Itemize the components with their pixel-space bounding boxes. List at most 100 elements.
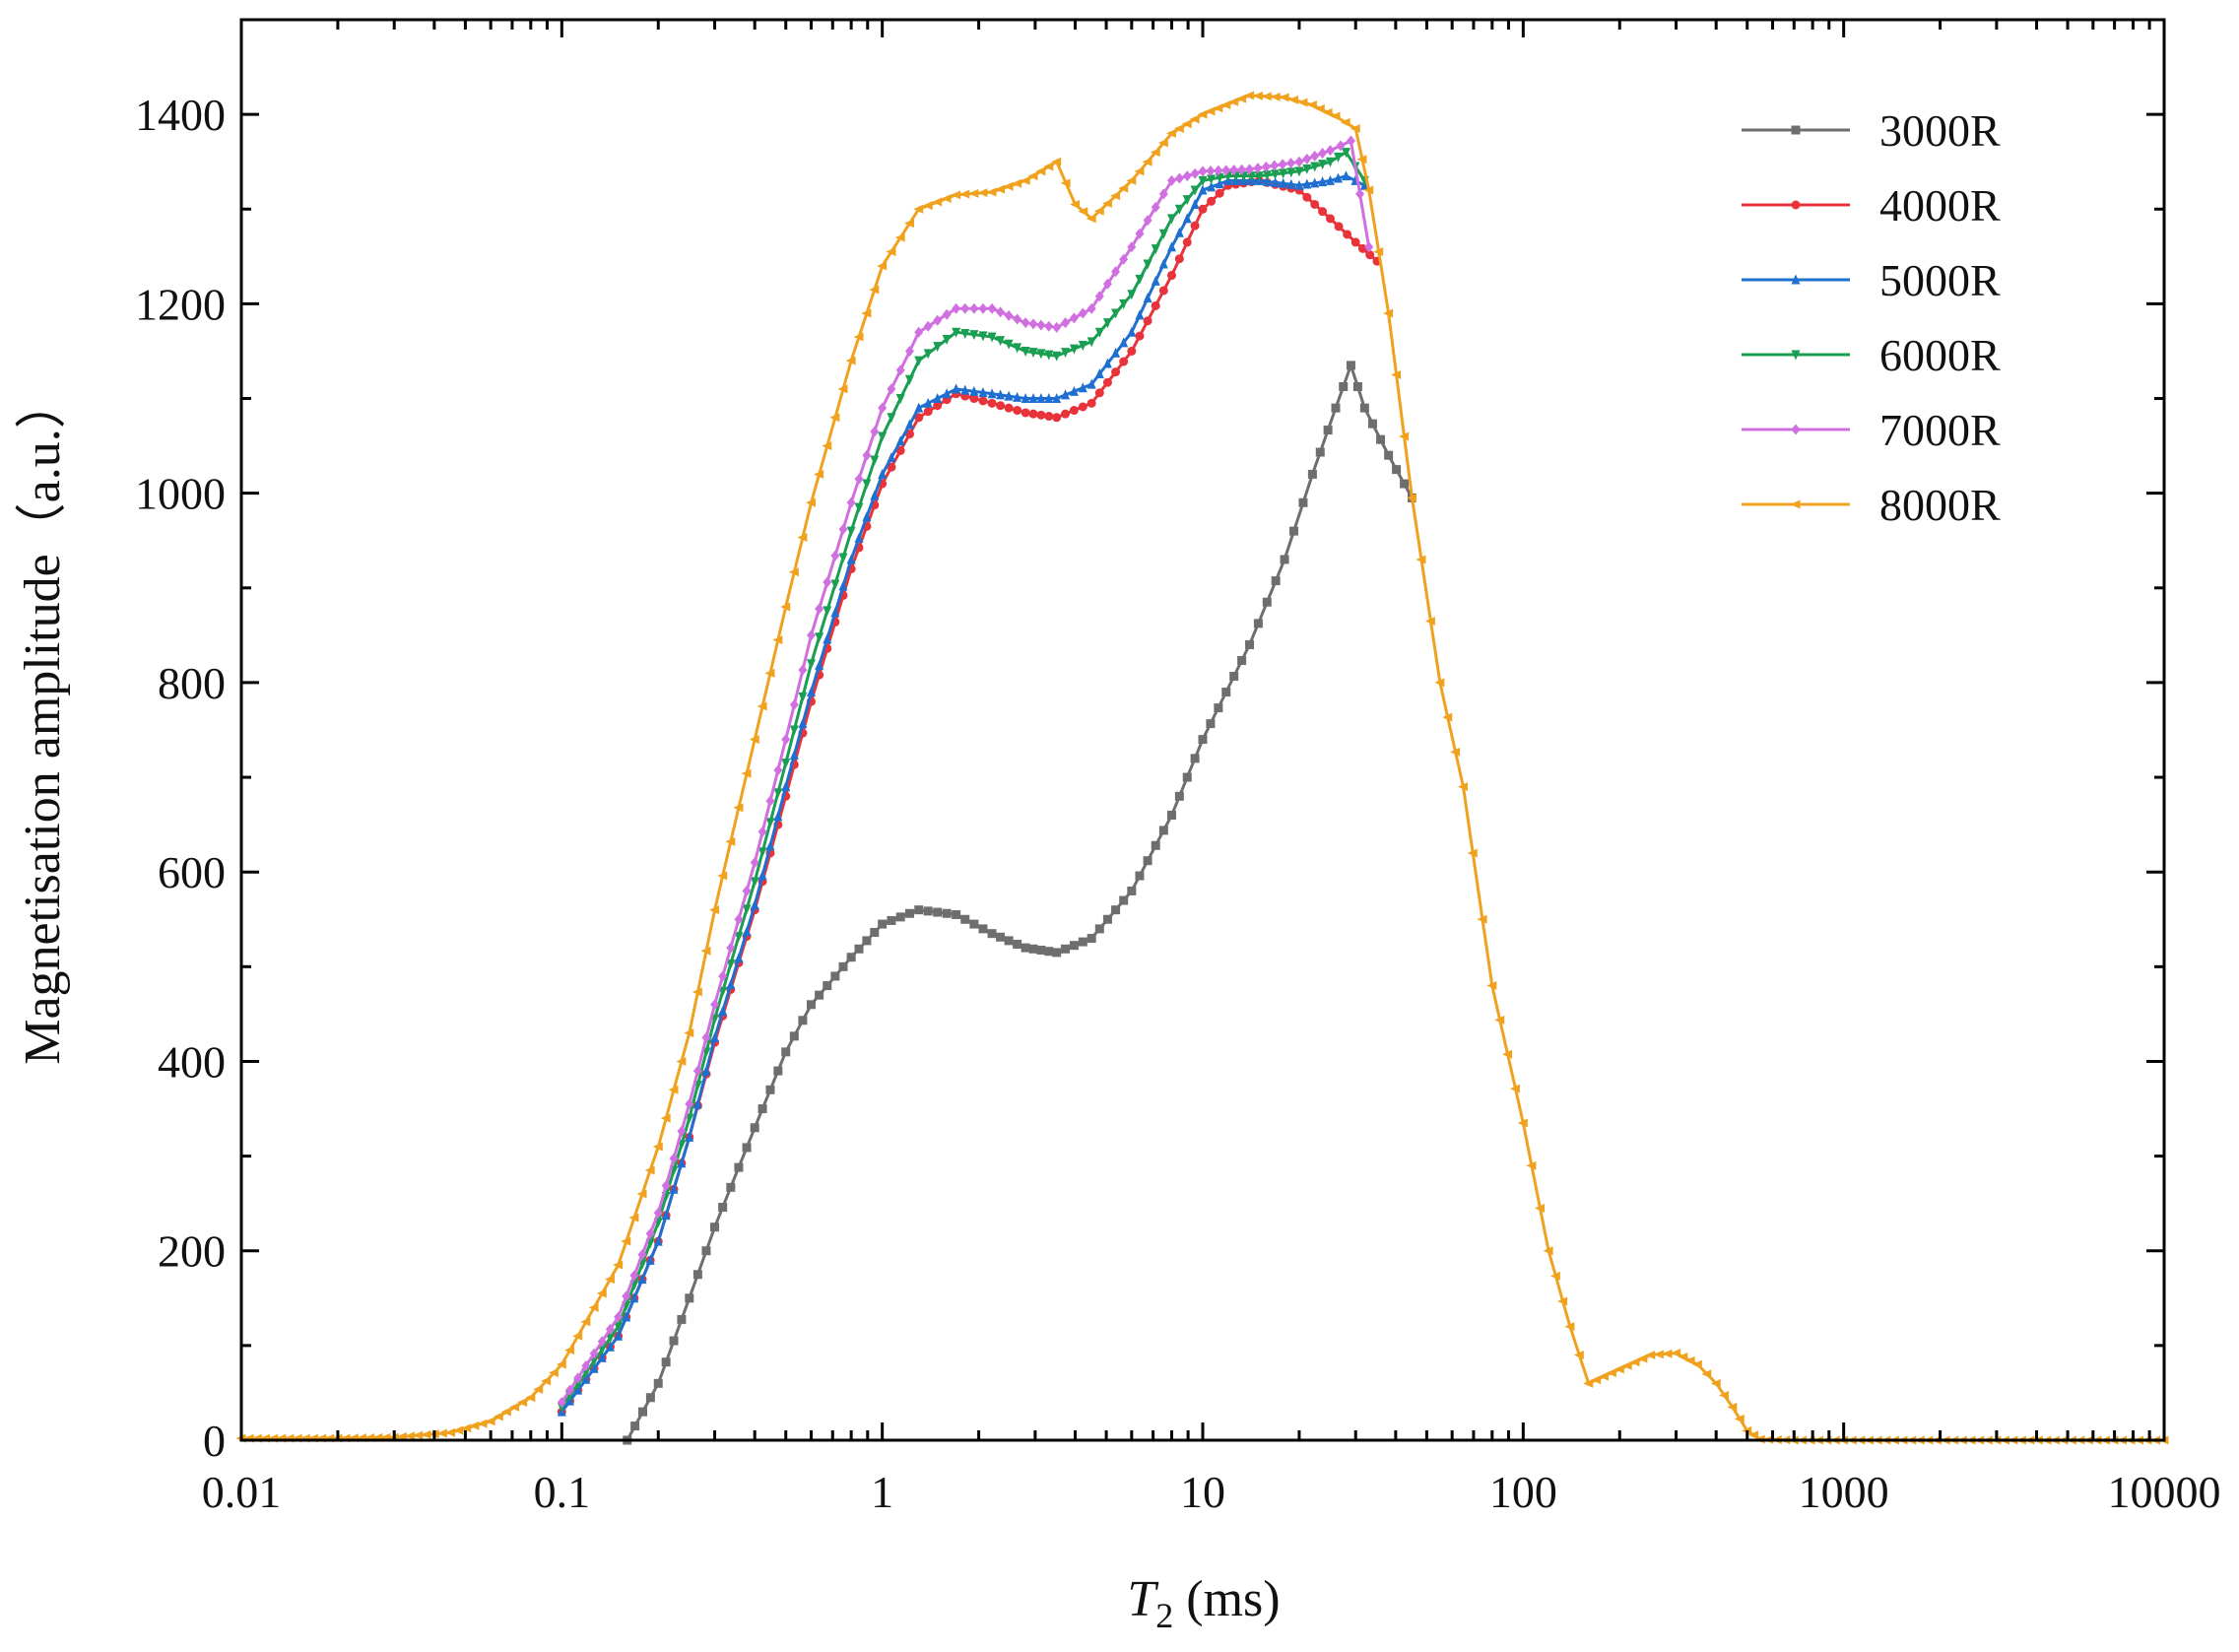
- data-point: [1205, 106, 1216, 116]
- data-point: [1021, 943, 1030, 953]
- data-point: [1182, 213, 1192, 224]
- data-point: [1367, 419, 1377, 429]
- data-point: [987, 332, 997, 343]
- data-point: [1078, 207, 1088, 217]
- x-tick-label: 100: [1489, 1467, 1557, 1517]
- data-point: [1111, 905, 1121, 915]
- data-point: [1207, 174, 1217, 185]
- data-point: [942, 908, 952, 918]
- data-point: [887, 915, 896, 925]
- data-point: [1198, 184, 1208, 195]
- data-point: [757, 826, 767, 837]
- data-point: [1228, 97, 1239, 106]
- data-point: [1727, 1402, 1738, 1412]
- data-point: [1004, 339, 1014, 350]
- series-7000R: [557, 135, 1374, 1409]
- data-point: [1207, 181, 1217, 192]
- data-point: [773, 788, 783, 799]
- data-point: [1279, 168, 1288, 179]
- data-point: [1271, 169, 1281, 180]
- data-point: [846, 526, 856, 537]
- data-point: [978, 924, 988, 934]
- data-point: [1583, 1378, 1594, 1388]
- data-point: [1350, 124, 1360, 134]
- data-point: [1151, 201, 1160, 213]
- series-4000R: [557, 175, 1382, 1417]
- data-point: [1279, 177, 1288, 188]
- data-point: [1252, 91, 1263, 100]
- data-point: [895, 364, 905, 376]
- data-point: [605, 1333, 615, 1344]
- data-point: [1270, 92, 1281, 101]
- data-point: [887, 383, 896, 395]
- data-point: [1044, 412, 1054, 422]
- data-point: [960, 384, 970, 395]
- data-point: [622, 1290, 631, 1302]
- data-point: [1325, 214, 1335, 224]
- data-point: [1158, 188, 1168, 200]
- data-point: [1330, 111, 1341, 121]
- data-point: [969, 302, 979, 314]
- data-point: [1279, 93, 1289, 102]
- data-point: [653, 1207, 663, 1219]
- data-point: [1135, 228, 1145, 239]
- data-point: [861, 308, 872, 318]
- data-point: [1467, 848, 1478, 858]
- data-point: [709, 905, 720, 915]
- data-point: [789, 725, 799, 736]
- data-point: [996, 932, 1006, 942]
- data-point: [1198, 735, 1208, 745]
- data-point: [661, 1357, 671, 1367]
- data-point: [952, 327, 961, 338]
- data-point: [1318, 148, 1328, 160]
- data-point: [1310, 199, 1320, 209]
- data-point: [923, 397, 933, 408]
- data-point: [1424, 616, 1435, 626]
- data-point: [1331, 403, 1341, 413]
- data-point: [1174, 227, 1184, 237]
- data-point: [1294, 156, 1304, 167]
- legend-item-8000R: 8000R: [1742, 480, 2001, 530]
- data-point: [1013, 940, 1022, 950]
- data-point: [1127, 346, 1137, 356]
- data-point: [1302, 192, 1312, 202]
- data-point: [996, 306, 1006, 318]
- data-point: [1261, 161, 1271, 172]
- data-point: [923, 320, 933, 332]
- data-point: [614, 1322, 624, 1333]
- data-point: [1135, 309, 1145, 320]
- data-point: [1134, 166, 1145, 176]
- data-point: [1365, 250, 1375, 260]
- data-point: [1245, 164, 1255, 175]
- data-point: [1701, 1369, 1712, 1379]
- data-point: [1143, 215, 1152, 227]
- data-point: [862, 449, 872, 461]
- data-point: [773, 764, 783, 776]
- data-point: [960, 302, 970, 314]
- data-point: [1061, 317, 1071, 329]
- data-point: [565, 1384, 575, 1396]
- data-point: [573, 1384, 583, 1395]
- data-point: [734, 932, 744, 943]
- data-point: [1094, 368, 1104, 379]
- data-point: [942, 308, 952, 320]
- data-point: [887, 413, 896, 424]
- data-point: [718, 1203, 728, 1213]
- legend-label: 5000R: [1879, 255, 2001, 305]
- series-line-8000R: [241, 94, 2164, 1442]
- data-point: [1119, 337, 1129, 348]
- data-point: [1215, 178, 1224, 189]
- data-point: [996, 336, 1006, 347]
- data-point: [661, 1210, 671, 1221]
- data-point: [556, 1359, 566, 1369]
- data-point: [637, 1274, 647, 1285]
- data-point: [969, 394, 979, 404]
- data-point: [597, 1345, 607, 1355]
- data-point: [1061, 389, 1071, 400]
- data-point: [1314, 103, 1325, 113]
- data-point: [895, 435, 905, 446]
- data-point: [922, 201, 933, 211]
- data-point: [1302, 153, 1312, 165]
- data-point: [1158, 826, 1168, 835]
- data-point: [436, 1428, 447, 1438]
